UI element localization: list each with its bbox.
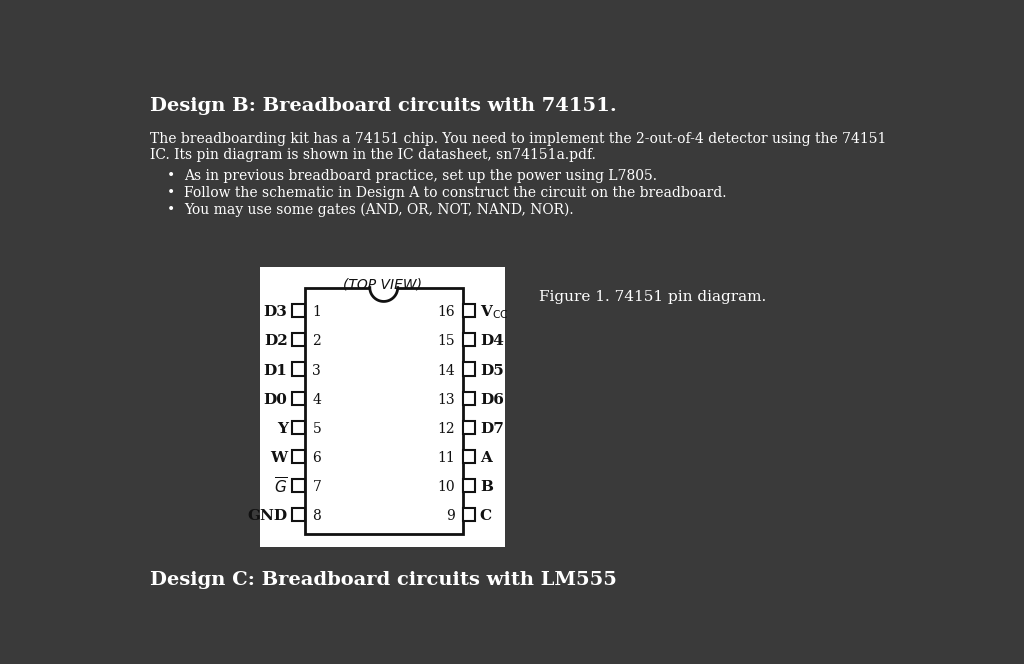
Text: As in previous breadboard practice, set up the power using L7805.: As in previous breadboard practice, set … xyxy=(183,169,656,183)
Bar xyxy=(463,363,475,376)
Text: The breadboarding kit has a 74151 chip. You need to implement the 2-out-of-4 det: The breadboarding kit has a 74151 chip. … xyxy=(150,132,886,146)
Text: D3: D3 xyxy=(264,305,288,319)
Text: Y: Y xyxy=(276,422,288,436)
Text: D4: D4 xyxy=(480,335,504,349)
Text: •: • xyxy=(167,186,175,200)
Bar xyxy=(463,508,475,521)
Text: GND: GND xyxy=(248,509,288,523)
Text: D0: D0 xyxy=(264,392,288,406)
Text: Figure 1. 74151 pin diagram.: Figure 1. 74151 pin diagram. xyxy=(539,290,766,304)
Bar xyxy=(463,450,475,463)
Bar xyxy=(292,392,305,404)
Bar xyxy=(292,333,305,347)
Text: $\overline{G}$: $\overline{G}$ xyxy=(273,477,288,497)
Text: (TOP VIEW): (TOP VIEW) xyxy=(343,278,422,291)
Text: D6: D6 xyxy=(480,392,504,406)
Text: 4: 4 xyxy=(312,392,322,406)
Text: Follow the schematic in Design A to construct the circuit on the breadboard.: Follow the schematic in Design A to cons… xyxy=(183,186,726,200)
Text: 3: 3 xyxy=(312,363,322,378)
Text: 6: 6 xyxy=(312,451,322,465)
Text: •: • xyxy=(167,169,175,183)
Text: 12: 12 xyxy=(437,422,455,436)
Text: 8: 8 xyxy=(312,509,322,523)
Bar xyxy=(463,392,475,404)
Text: You may use some gates (AND, OR, NOT, NAND, NOR).: You may use some gates (AND, OR, NOT, NA… xyxy=(183,203,573,217)
Bar xyxy=(463,421,475,434)
Text: D5: D5 xyxy=(480,363,504,378)
Text: V$_\mathrm{CC}$: V$_\mathrm{CC}$ xyxy=(480,303,508,321)
Text: IC. Its pin diagram is shown in the IC datasheet, sn74151a.pdf.: IC. Its pin diagram is shown in the IC d… xyxy=(150,148,596,162)
Text: W: W xyxy=(270,451,288,465)
Bar xyxy=(463,333,475,347)
Text: 2: 2 xyxy=(312,335,322,349)
Text: •: • xyxy=(167,203,175,217)
Bar xyxy=(463,304,475,317)
Bar xyxy=(292,421,305,434)
Text: D2: D2 xyxy=(264,335,288,349)
Bar xyxy=(292,363,305,376)
Text: Design C: Breadboard circuits with LM555: Design C: Breadboard circuits with LM555 xyxy=(150,571,616,589)
Text: B: B xyxy=(480,480,493,494)
Bar xyxy=(292,508,305,521)
Bar xyxy=(260,267,506,547)
Text: Design B: Breadboard circuits with 74151.: Design B: Breadboard circuits with 74151… xyxy=(150,97,616,115)
Bar xyxy=(463,479,475,492)
Text: 7: 7 xyxy=(312,480,322,494)
Text: 5: 5 xyxy=(312,422,322,436)
Text: 1: 1 xyxy=(312,305,322,319)
Bar xyxy=(292,479,305,492)
Text: 14: 14 xyxy=(437,363,455,378)
Bar xyxy=(292,304,305,317)
Text: 11: 11 xyxy=(437,451,455,465)
Text: A: A xyxy=(480,451,492,465)
Text: 16: 16 xyxy=(437,305,455,319)
Text: D1: D1 xyxy=(264,363,288,378)
Text: C: C xyxy=(480,509,492,523)
Bar xyxy=(292,450,305,463)
Text: 13: 13 xyxy=(437,392,455,406)
Text: 10: 10 xyxy=(437,480,455,494)
Polygon shape xyxy=(370,288,397,301)
Bar xyxy=(305,288,463,534)
Text: 9: 9 xyxy=(446,509,455,523)
Text: 15: 15 xyxy=(437,335,455,349)
Text: D7: D7 xyxy=(480,422,504,436)
